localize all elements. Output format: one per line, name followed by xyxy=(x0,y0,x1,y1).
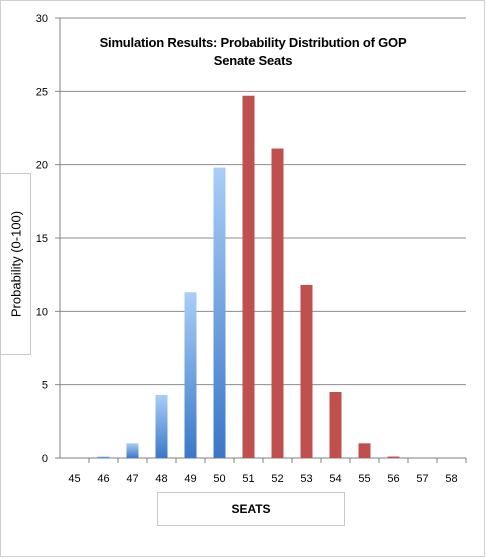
x-tick-label: 56 xyxy=(387,473,399,485)
x-tick-label: 58 xyxy=(445,473,457,485)
x-tick-label: 49 xyxy=(184,473,196,485)
bar-seats-49 xyxy=(184,292,197,458)
y-tick-label: 10 xyxy=(36,306,48,318)
y-tick-label: 20 xyxy=(36,160,48,172)
x-tick-label: 45 xyxy=(68,473,80,485)
y-tick-label: 5 xyxy=(42,380,48,392)
x-tick-label: 53 xyxy=(300,473,312,485)
y-tick-label: 30 xyxy=(36,13,48,25)
bar-seats-52 xyxy=(271,148,284,459)
bar-seats-56 xyxy=(387,456,400,458)
y-tick-label: 25 xyxy=(36,86,48,98)
x-tick-label: 57 xyxy=(416,473,428,485)
x-tick-label: 50 xyxy=(213,473,225,485)
x-tick-label: 51 xyxy=(242,473,254,485)
bar-seats-46 xyxy=(97,456,110,458)
bar-seats-47 xyxy=(126,443,139,458)
bar-seats-50 xyxy=(213,167,226,458)
x-tick-label: 46 xyxy=(97,473,109,485)
bar-seats-53 xyxy=(300,284,313,458)
x-tick-label: 48 xyxy=(155,473,167,485)
bar-seats-55 xyxy=(358,443,371,458)
x-tick-label: 52 xyxy=(271,473,283,485)
x-tick-label: 54 xyxy=(329,473,341,485)
y-axis-label: Probability (0-100) xyxy=(8,210,23,318)
y-tick-label: 15 xyxy=(36,233,48,245)
chart-title: Simulation Results: Probability Distribu… xyxy=(99,35,407,68)
bar-seats-54 xyxy=(329,392,342,458)
x-axis-label: SEATS xyxy=(157,492,345,526)
bar-seats-51 xyxy=(242,95,255,458)
x-tick-label: 55 xyxy=(358,473,370,485)
y-axis-label-box: Probability (0-100) xyxy=(0,173,31,355)
y-tick-label: 0 xyxy=(42,453,48,465)
bar-seats-48 xyxy=(155,394,168,458)
x-tick-label: 47 xyxy=(126,473,138,485)
